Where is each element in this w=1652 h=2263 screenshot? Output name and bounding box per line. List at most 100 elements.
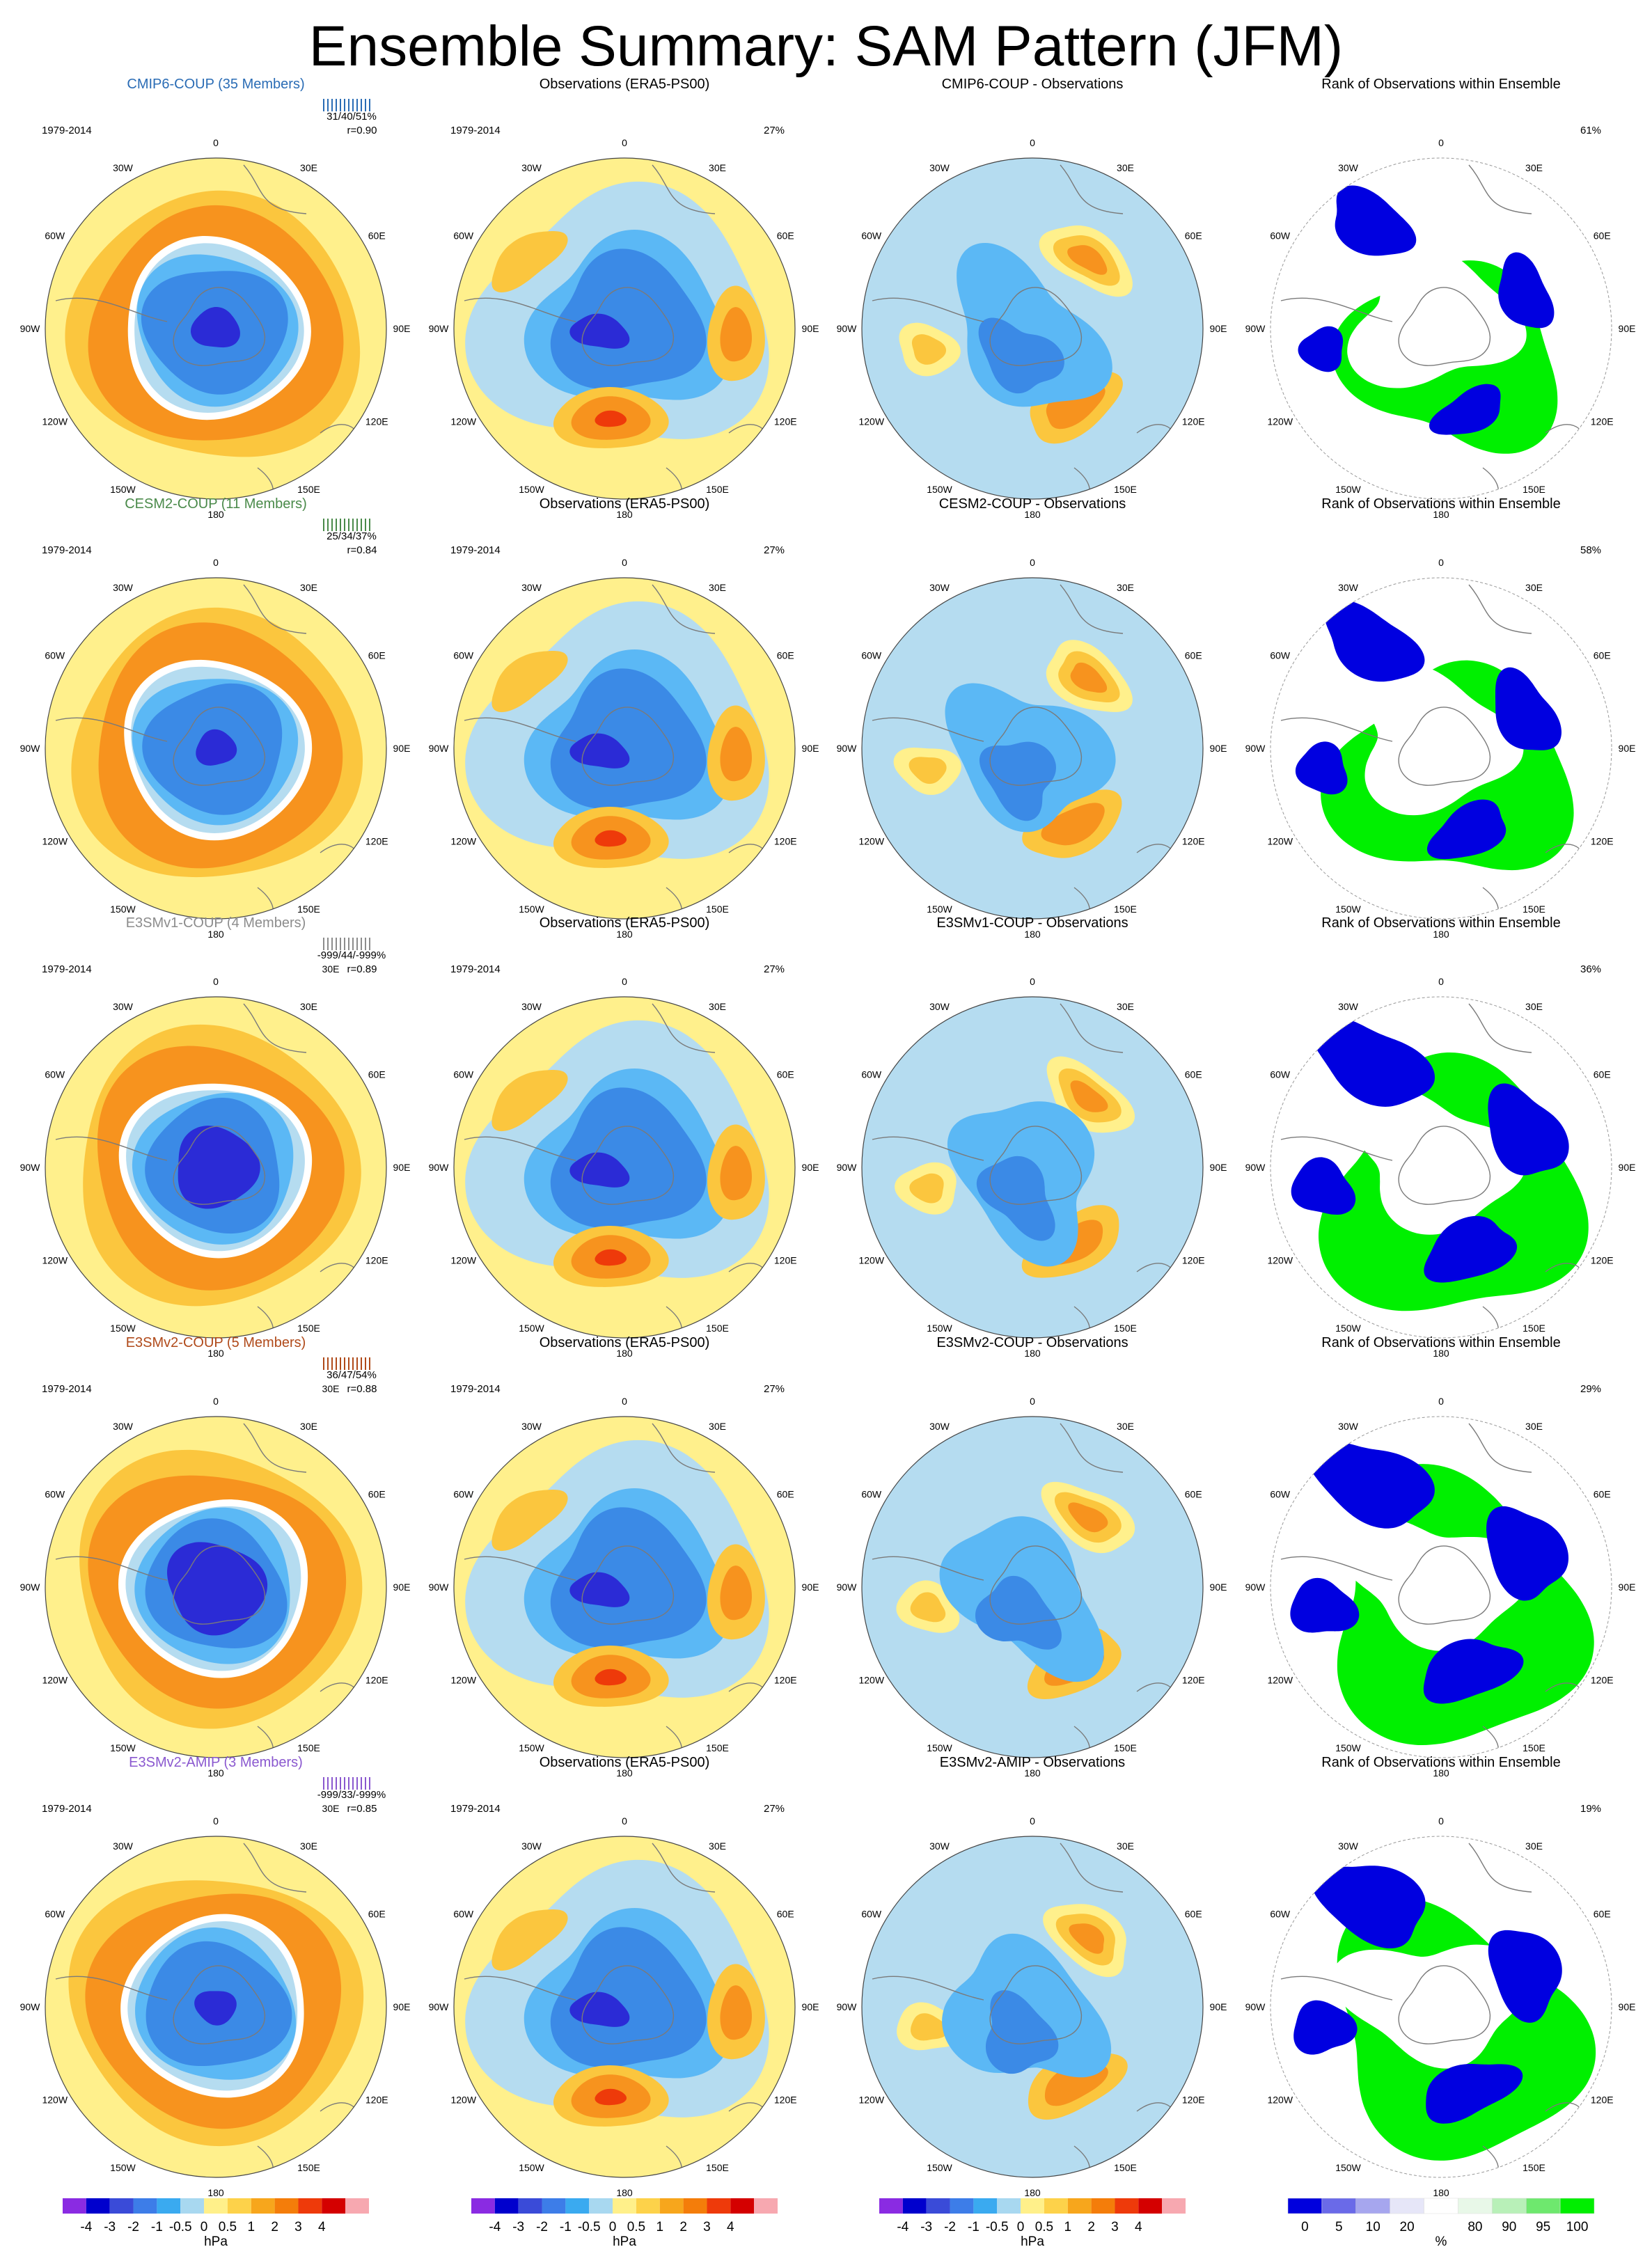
longitude-label: 30E (709, 582, 726, 593)
map-border (861, 996, 1204, 1339)
colorbar: -4 -3 -2 -1 -0.5 0 0.5 1 2 3 4 hPa (879, 2198, 1186, 2249)
colorbar-tick-label: 3 (1111, 2220, 1119, 2234)
negative-core (569, 313, 630, 349)
colorbar-tick-label: 10 (1366, 2220, 1380, 2234)
antarctica-coastline (989, 1545, 1083, 1625)
period-label: 1979-2014 (42, 125, 92, 136)
longitude-label: 0 (1438, 137, 1444, 148)
correlation-label: r=0.85 (347, 1803, 377, 1815)
south-america-coastline (55, 717, 168, 742)
contour-field (454, 158, 795, 499)
longitude-label: 60E (1594, 1069, 1611, 1080)
longitude-label: 0 (1438, 557, 1444, 568)
period-label: 1979-2014 (42, 1383, 92, 1395)
longitude-label: 0 (1030, 1396, 1035, 1407)
polar-map: 0 30E 60E 90E 120E 150E 180 150W 120W 90W 60W 30W (429, 1396, 819, 1779)
polar-map: 0 30E 60E 90E 120E 150E 180 150W 120W 90W 60W 30W (837, 976, 1227, 1359)
longitude-label: 30E (1117, 1001, 1134, 1012)
colorbar-swatch (659, 2198, 684, 2214)
longitude-label: 30W (929, 1421, 950, 1432)
antarctica-coastline (581, 1545, 675, 1625)
longitude-label: 0 (213, 1396, 219, 1407)
period-label: 1979-2014 (450, 963, 501, 975)
explained-variance: 31/40/51% (327, 111, 377, 123)
polar-map: 0 30E 60E 90E 120E 150E 180 150W 120W 90W 60W 30W (1245, 976, 1636, 1359)
longitude-label: 120W (450, 1255, 476, 1266)
africa-coastline (1060, 1843, 1124, 1893)
colorbar-swatch (1138, 2198, 1163, 2214)
longitude-label: 120W (450, 836, 476, 847)
rank-low-region (1306, 1440, 1435, 1529)
longitude-label: 90E (393, 323, 411, 334)
colorbar-swatch (1492, 2198, 1527, 2214)
longitude-label: 120W (42, 1255, 68, 1266)
positive-south-core (595, 410, 627, 427)
contour-field (862, 578, 1203, 919)
longitude-label: 150E (1523, 1323, 1545, 1334)
polar-map: 0 30E 60E 90E 120E 150E 180 150W 120W 90W 60W 30W (429, 557, 819, 940)
map-border (861, 1416, 1204, 1758)
rank-percent: 29% (1580, 1383, 1601, 1395)
longitude-label: 180 (207, 1767, 224, 1779)
colorbar-tick-label: 100 (1566, 2220, 1589, 2234)
colorbar-tick-label: 3 (294, 2220, 302, 2234)
longitude-label: 60E (777, 230, 794, 242)
longitude-label: 180 (616, 509, 633, 520)
rank-title: Rank of Observations within Ensemble (1321, 77, 1561, 92)
longitude-label: 60E (368, 230, 386, 242)
colorbar-tick-label: 4 (1135, 2220, 1142, 2234)
polar-map: 0 30E 60E 90E 120E 150E 180 150W 120W 90W 60W 30W (1245, 557, 1636, 940)
longitude-label: 30E (300, 1001, 317, 1012)
longitude-label: 120E (774, 416, 797, 427)
longitude-label: 120W (858, 1255, 884, 1266)
colorbar-swatch (1458, 2198, 1493, 2214)
longitude-label: 120E (1182, 1255, 1205, 1266)
longitude-label: 180 (207, 2187, 224, 2198)
correlation-label: r=0.89 (347, 963, 377, 975)
colorbar-swatch (707, 2198, 731, 2214)
rank-low-region (1290, 1577, 1360, 1633)
longitude-label: 150W (110, 1323, 136, 1334)
africa-coastline (652, 1003, 716, 1053)
longitude-label: 0 (622, 976, 627, 987)
longitude-label: 120W (1267, 2095, 1293, 2106)
map-border (1270, 1836, 1612, 2178)
longitude-label: 30E (300, 582, 317, 593)
longitude-label: 180 (1433, 1767, 1449, 1779)
longitude-label: 120E (1182, 416, 1205, 427)
longitude-label: 0 (1030, 976, 1035, 987)
longitude-label: 60W (1270, 1489, 1291, 1500)
longitude-label: 30E (1525, 1421, 1543, 1432)
colorbar: 0 5 10 20 80 90 95 100% (1287, 2198, 1595, 2249)
longitude-label: 60W (861, 1489, 882, 1500)
longitude-label: 180 (1433, 2187, 1449, 2198)
longitude-label: 0 (1438, 976, 1444, 987)
colorbar-swatch (204, 2198, 228, 2214)
antarctica-coastline (173, 287, 266, 366)
longitude-label: 60W (861, 650, 882, 661)
longitude-label: 30E (1525, 1840, 1543, 1852)
explained-variance: 36/47/54% (327, 1369, 377, 1381)
longitude-label: 150E (1523, 2162, 1545, 2173)
colorbar-swatch (471, 2198, 495, 2214)
map-border (861, 157, 1204, 500)
longitude-label: 120W (858, 1675, 884, 1686)
rank-low-region (1423, 1639, 1524, 1704)
contour-field (862, 1417, 1203, 1758)
colorbar-tick-label: -3 (920, 2220, 932, 2234)
period-label: 1979-2014 (42, 963, 92, 975)
period-label: 1979-2014 (42, 544, 92, 556)
africa-coastline (1060, 1003, 1124, 1053)
antarctica-coastline (989, 1126, 1083, 1205)
longitude-label: 60E (777, 1909, 794, 1920)
longitude-label: 150E (706, 1742, 729, 1753)
longitude-label: 30W (521, 1001, 542, 1012)
antarctica-coastline (1398, 1126, 1491, 1205)
colorbar-swatch (1525, 2198, 1561, 2214)
longitude-label: 120E (774, 1675, 797, 1686)
positive-northwest (491, 1489, 568, 1552)
longitude-label: 150E (1114, 1742, 1137, 1753)
longitude-label: 30E (709, 162, 726, 173)
longitude-label: 30E (1525, 582, 1543, 593)
